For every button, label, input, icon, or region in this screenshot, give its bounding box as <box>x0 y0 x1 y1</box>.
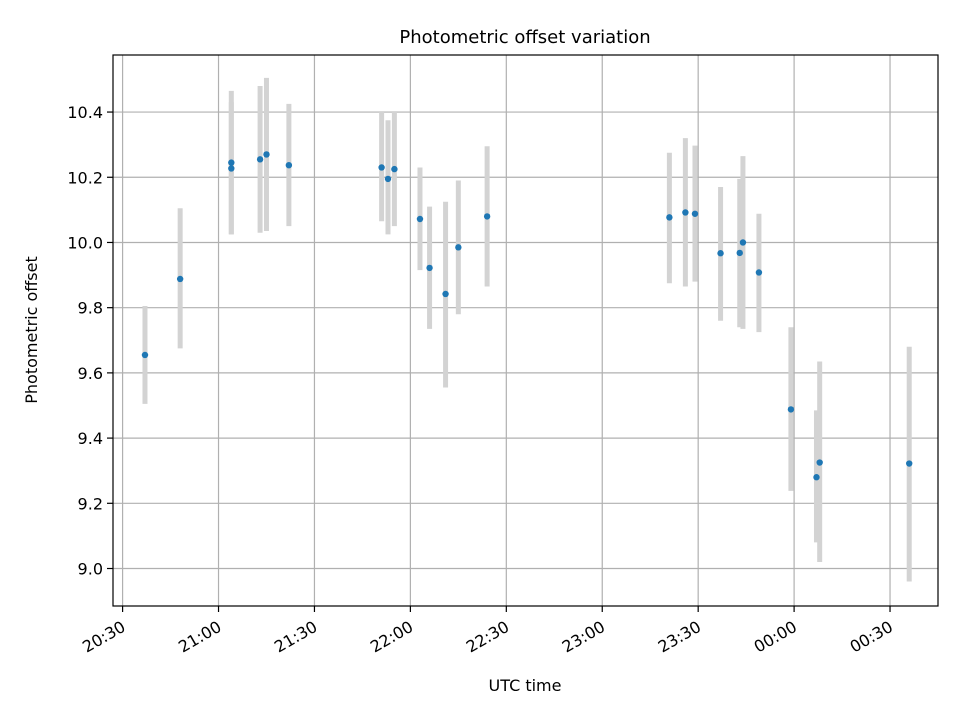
y-tick-label: 10.2 <box>67 168 103 187</box>
y-tick-label: 9.0 <box>78 560 103 579</box>
data-point <box>816 459 823 466</box>
data-point <box>717 250 724 257</box>
data-point <box>285 162 293 169</box>
data-point <box>228 159 235 166</box>
data-point <box>755 269 763 276</box>
chart-title: Photometric offset variation <box>399 27 650 48</box>
data-point <box>176 275 184 283</box>
data-point <box>691 210 699 217</box>
data-point <box>442 290 449 298</box>
data-points <box>141 151 913 481</box>
y-tick-label: 9.4 <box>78 429 103 448</box>
data-point <box>228 165 235 172</box>
y-tick-label: 10.4 <box>67 103 103 122</box>
data-point <box>813 474 820 481</box>
grid <box>113 55 938 606</box>
data-point <box>736 249 743 257</box>
data-point <box>739 239 747 246</box>
data-point <box>666 214 673 221</box>
y-tick-label: 9.6 <box>78 364 103 383</box>
data-point <box>906 460 913 467</box>
data-point <box>141 351 149 359</box>
x-axis-label: UTC time <box>489 676 562 695</box>
data-point <box>391 165 398 173</box>
y-tick-label: 9.8 <box>78 299 103 318</box>
data-point <box>378 164 385 171</box>
y-tick-label: 10.0 <box>67 233 103 252</box>
y-axis-label: Photometric offset <box>22 256 41 404</box>
data-point <box>787 406 795 413</box>
data-point <box>426 264 433 272</box>
data-point <box>256 156 264 163</box>
data-point <box>384 175 392 183</box>
y-axis-ticks: 9.0 9.2 9.4 9.6 9.8 10.0 10.2 10.4 <box>67 103 113 579</box>
plot-area-frame <box>112 54 939 607</box>
y-tick-label: 9.2 <box>78 494 103 513</box>
data-point <box>682 209 689 216</box>
data-point <box>416 215 424 223</box>
data-point <box>483 213 491 220</box>
data-point <box>455 244 462 251</box>
data-point <box>263 151 270 158</box>
